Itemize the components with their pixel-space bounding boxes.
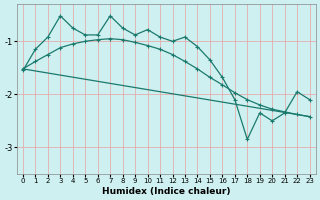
X-axis label: Humidex (Indice chaleur): Humidex (Indice chaleur) (102, 187, 230, 196)
